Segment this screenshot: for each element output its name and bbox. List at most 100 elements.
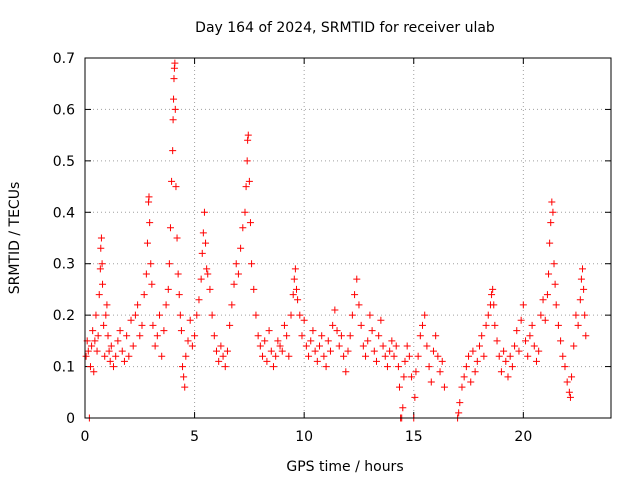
data-point (243, 157, 251, 165)
data-point (109, 363, 117, 371)
data-point (274, 337, 282, 345)
data-point (351, 291, 359, 299)
y-tick-label: 0.5 (53, 154, 75, 170)
data-point (182, 352, 190, 360)
data-point (346, 332, 354, 340)
data-point (359, 342, 367, 350)
data-point (362, 352, 370, 360)
data-point (530, 342, 538, 350)
data-point (96, 265, 104, 273)
data-point (127, 316, 135, 324)
data-point (175, 291, 183, 299)
data-point (490, 301, 498, 309)
data-point (188, 342, 196, 350)
data-point (565, 388, 573, 396)
data-point (388, 337, 396, 345)
data-point (156, 311, 164, 319)
data-point (241, 208, 249, 216)
data-point (86, 363, 94, 371)
data-point (186, 316, 194, 324)
data-point (335, 342, 343, 350)
data-point (95, 291, 103, 299)
data-point (261, 337, 269, 345)
data-point (228, 301, 236, 309)
data-point (89, 327, 97, 335)
x-tick-labels: 0 5 10 15 20 (81, 429, 533, 445)
data-point (427, 378, 435, 386)
data-point (99, 280, 107, 288)
data-point (289, 291, 297, 299)
data-point (579, 265, 587, 273)
data-point (400, 373, 408, 381)
y-tick-label: 0.3 (53, 257, 75, 273)
data-point (208, 311, 216, 319)
data-point (287, 311, 295, 319)
data-point (423, 342, 431, 350)
data-point (344, 347, 352, 355)
data-point (181, 383, 189, 391)
data-point (561, 363, 569, 371)
data-point (263, 357, 271, 365)
data-point (541, 316, 549, 324)
data-point (502, 357, 510, 365)
data-point (162, 301, 170, 309)
data-point (142, 270, 150, 278)
data-point (244, 136, 252, 144)
data-point (467, 378, 475, 386)
data-point (313, 357, 321, 365)
data-point (179, 363, 187, 371)
data-point (563, 378, 571, 386)
data-point (416, 332, 424, 340)
data-points (82, 59, 590, 422)
data-point (221, 363, 229, 371)
data-point (320, 352, 328, 360)
data-point (302, 342, 310, 350)
data-point (552, 301, 560, 309)
data-point (511, 342, 519, 350)
data-point (105, 347, 113, 355)
data-point (173, 234, 181, 242)
data-point (580, 285, 588, 293)
data-point (184, 337, 192, 345)
axis-ticks (84, 57, 611, 419)
data-point (559, 352, 567, 360)
data-point (153, 332, 161, 340)
data-point (489, 285, 497, 293)
data-point (82, 352, 90, 360)
data-point (576, 296, 584, 304)
data-point (149, 321, 157, 329)
data-point (93, 347, 101, 355)
data-point (432, 332, 440, 340)
data-point (307, 337, 315, 345)
data-point (546, 239, 554, 247)
data-point (146, 219, 154, 227)
data-point (245, 177, 253, 185)
data-point (170, 75, 178, 83)
data-point (434, 352, 442, 360)
data-point (300, 316, 308, 324)
y-tick-labels: 0 0.1 0.2 0.3 0.4 0.5 0.6 0.7 (53, 51, 75, 427)
data-point (581, 311, 589, 319)
data-point (414, 352, 422, 360)
data-point (493, 337, 501, 345)
data-point (421, 311, 429, 319)
data-point (495, 352, 503, 360)
data-point (557, 337, 565, 345)
data-point (239, 224, 247, 232)
data-point (554, 321, 562, 329)
data-point (259, 352, 267, 360)
data-point (545, 270, 553, 278)
data-point (401, 357, 409, 365)
data-point (107, 342, 115, 350)
data-point (169, 147, 177, 155)
chart-title: Day 164 of 2024, SRMTID for receiver ula… (195, 20, 495, 36)
y-tick-label: 0.6 (53, 102, 75, 118)
data-point (191, 332, 199, 340)
y-tick-label: 0.7 (53, 51, 75, 67)
data-point (291, 265, 299, 273)
data-point (160, 327, 168, 335)
data-point (256, 342, 264, 350)
data-point (197, 275, 205, 283)
data-point (166, 224, 174, 232)
data-point (169, 116, 177, 124)
